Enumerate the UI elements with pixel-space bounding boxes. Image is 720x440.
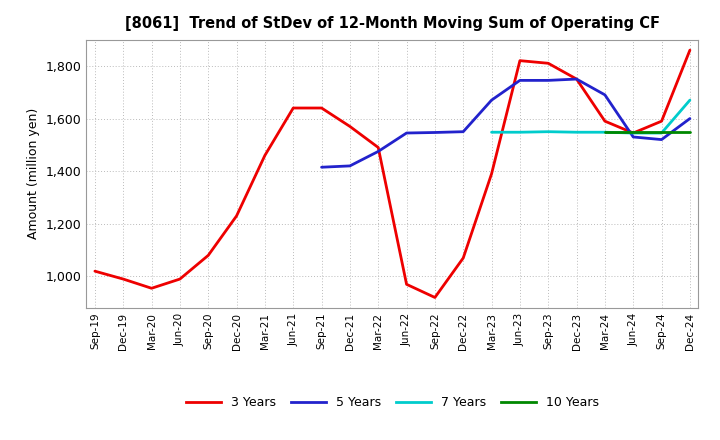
Title: [8061]  Trend of StDev of 12-Month Moving Sum of Operating CF: [8061] Trend of StDev of 12-Month Moving… [125,16,660,32]
Legend: 3 Years, 5 Years, 7 Years, 10 Years: 3 Years, 5 Years, 7 Years, 10 Years [181,392,604,414]
Y-axis label: Amount (million yen): Amount (million yen) [27,108,40,239]
